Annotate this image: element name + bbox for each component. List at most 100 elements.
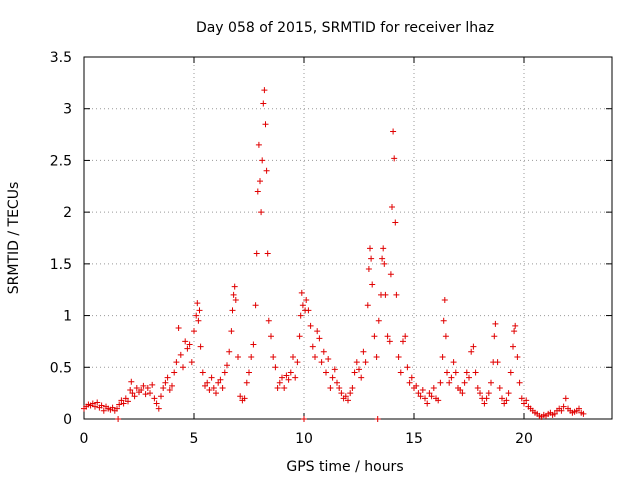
data-point (270, 353, 277, 360)
data-point (253, 250, 260, 257)
data-point (481, 400, 488, 407)
data-point (307, 322, 314, 329)
data-point (367, 245, 373, 252)
data-point (466, 374, 472, 381)
data-point (263, 167, 270, 174)
data-point (327, 384, 334, 391)
data-point (215, 379, 222, 386)
data-point (283, 372, 290, 379)
data-point (235, 353, 241, 360)
data-point (345, 397, 351, 404)
data-point (274, 384, 281, 391)
data-point (334, 379, 340, 386)
x-tick-label: 15 (405, 431, 423, 447)
data-point (237, 393, 244, 400)
data-point (129, 390, 136, 397)
data-point (252, 302, 259, 309)
data-point (140, 382, 147, 389)
data-point (380, 245, 387, 252)
data-point (393, 291, 400, 298)
data-point (459, 390, 466, 397)
data-point (255, 141, 262, 148)
y-tick-label: 1.5 (50, 257, 72, 273)
data-point (419, 387, 426, 394)
data-point (373, 353, 380, 360)
data-point (507, 369, 514, 376)
data-point (362, 359, 369, 366)
data-point (138, 387, 145, 394)
data-point (276, 379, 283, 386)
data-point (296, 333, 303, 340)
data-point (512, 322, 519, 329)
data-point (331, 366, 338, 373)
data-point (162, 379, 169, 386)
data-point (158, 393, 164, 400)
data-point (364, 302, 371, 309)
data-point (217, 376, 224, 383)
data-point (510, 343, 516, 350)
data-point (287, 369, 294, 376)
data-point (314, 328, 321, 335)
data-point (109, 404, 116, 411)
data-point (483, 395, 490, 402)
x-tick-label: 0 (80, 431, 89, 447)
data-point (402, 333, 409, 340)
data-point (98, 402, 105, 409)
data-point (92, 403, 98, 410)
data-point (390, 128, 397, 135)
data-point (406, 379, 413, 386)
data-point (450, 359, 457, 366)
data-point (470, 343, 477, 350)
data-point (439, 353, 446, 360)
data-point (417, 393, 424, 400)
data-point (127, 387, 134, 394)
data-point (408, 374, 415, 381)
data-point (318, 359, 325, 366)
data-point (494, 359, 501, 366)
data-point (384, 333, 391, 340)
data-point (558, 407, 565, 414)
data-point (196, 307, 203, 314)
data-point (219, 384, 226, 391)
data-points (81, 87, 587, 422)
data-point (499, 395, 505, 402)
data-point (382, 291, 389, 298)
axis-ticks: 0 0.5 1 1.5 2 2.5 3 3.5 0 5 10 15 20 (50, 50, 612, 447)
plot-area-frame (83, 56, 613, 420)
x-tick-label: 20 (515, 431, 533, 447)
data-point (426, 390, 433, 397)
data-point (250, 341, 257, 348)
data-point (521, 400, 527, 407)
data-point (446, 379, 453, 386)
data-point (144, 384, 151, 391)
data-point (358, 374, 365, 381)
data-point (391, 155, 398, 162)
data-point (448, 374, 455, 381)
data-point (428, 393, 435, 400)
data-point (501, 400, 508, 407)
data-point (147, 390, 153, 397)
data-point (422, 395, 428, 402)
data-point (285, 376, 292, 383)
data-point (395, 353, 402, 360)
data-point (155, 405, 162, 412)
data-point (491, 333, 498, 340)
data-point (142, 391, 149, 398)
data-point (338, 390, 345, 397)
data-point (248, 353, 255, 360)
data-point (204, 379, 211, 386)
data-point (195, 317, 202, 324)
data-point (264, 250, 271, 257)
data-point (463, 369, 470, 376)
data-point (243, 379, 250, 386)
data-point (316, 335, 323, 342)
data-point (342, 393, 349, 400)
data-point (320, 348, 327, 355)
data-point (301, 416, 307, 422)
data-point (171, 369, 178, 376)
data-point (221, 369, 228, 376)
data-point (492, 320, 499, 327)
data-point (120, 400, 127, 407)
chart-title: Day 058 of 2015, SRMTID for receiver lha… (196, 20, 494, 36)
data-point (496, 384, 503, 391)
